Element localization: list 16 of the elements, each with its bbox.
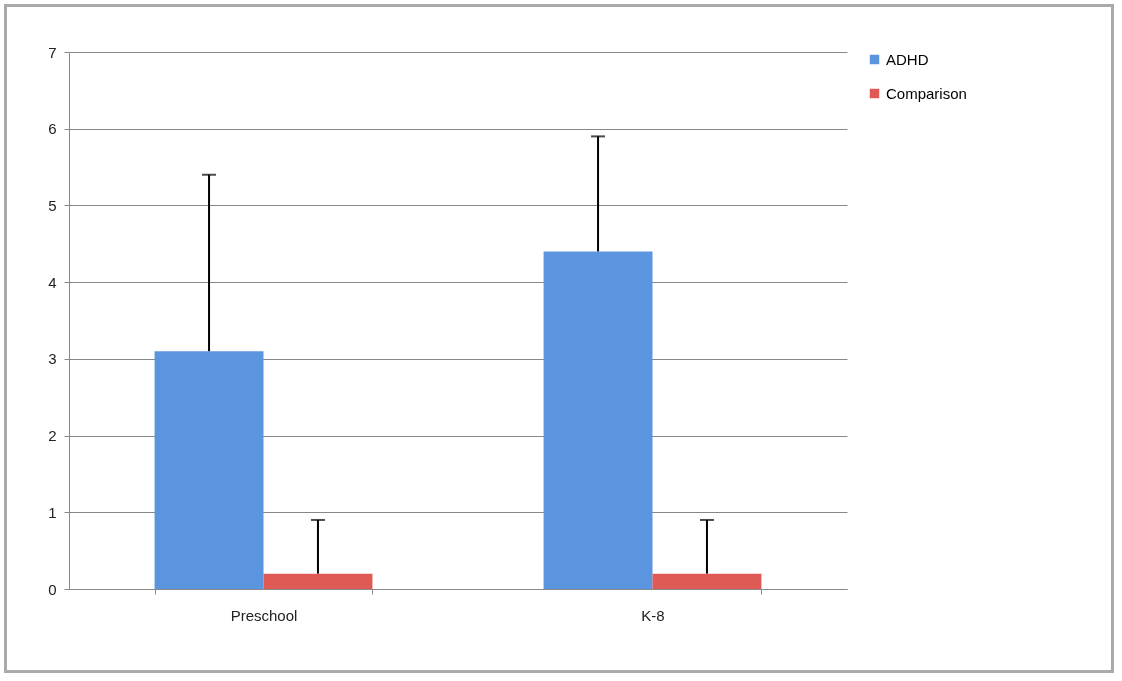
bar (543, 251, 653, 589)
legend-label: ADHD (886, 50, 929, 68)
y-tick-label: 7 (48, 43, 57, 61)
y-tick-label: 6 (48, 120, 57, 138)
bar (652, 573, 762, 589)
x-tick-label: K-8 (641, 606, 665, 624)
y-tick-label: 3 (48, 350, 57, 368)
y-tick-label: 4 (48, 273, 57, 291)
y-tick-label: 1 (48, 503, 57, 521)
y-tick-label: 0 (48, 580, 57, 598)
x-tick-label: Preschool (230, 606, 298, 624)
legend-label: Comparison (886, 84, 967, 102)
bar (154, 351, 264, 589)
bar (263, 573, 373, 589)
y-tick-label: 5 (48, 196, 57, 214)
y-tick-label: 2 (48, 427, 57, 445)
